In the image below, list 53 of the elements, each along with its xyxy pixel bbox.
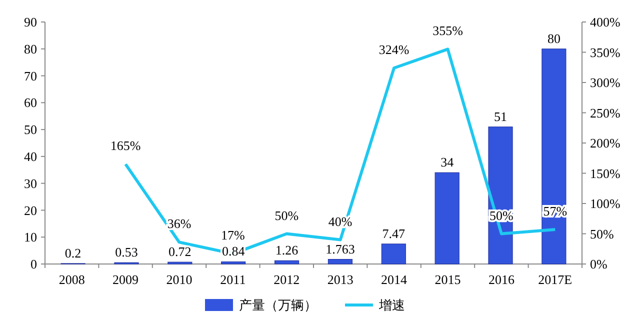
x-tick-label: 2013 <box>327 272 354 287</box>
y2-tick-label: 50% <box>590 226 614 242</box>
x-tick-label: 2009 <box>112 272 139 287</box>
bar <box>328 259 352 264</box>
y-tick-label: 20 <box>24 202 37 218</box>
y-tick-label: 0 <box>30 256 37 272</box>
data-label: 50% <box>490 208 514 223</box>
y-tick-label: 50 <box>24 122 37 138</box>
x-tick-label: 2011 <box>220 272 246 287</box>
data-label: 17% <box>221 228 246 243</box>
data-label: 0.53 <box>115 244 138 260</box>
y-tick-label: 30 <box>24 176 37 191</box>
y2-tick-label: 100% <box>590 196 620 212</box>
bar <box>381 244 406 264</box>
y2-tick-label: 250% <box>590 105 620 120</box>
y-tick-label: 60 <box>24 95 37 110</box>
y-tick-label: 90 <box>24 14 37 30</box>
bar <box>221 261 246 264</box>
x-tick-label: 2014 <box>381 272 408 287</box>
data-label: 0.72 <box>168 244 192 260</box>
data-label: 50% <box>274 208 299 223</box>
y-tick-label: 80 <box>24 41 37 56</box>
data-label: 0.2 <box>64 245 82 260</box>
x-tick-label: 2016 <box>488 272 515 287</box>
bar <box>542 48 566 264</box>
y-tick-label: 40 <box>24 148 37 164</box>
y2-tick-label: 350% <box>590 44 620 60</box>
legend-label: 增速 <box>378 298 405 313</box>
y-tick-label: 70 <box>24 68 37 84</box>
y2-tick-label: 200% <box>590 136 620 151</box>
data-label: 324% <box>378 42 410 57</box>
data-label: 165% <box>110 138 141 154</box>
data-label: 1.763 <box>326 241 355 256</box>
y2-tick-label: 400% <box>590 14 620 30</box>
y2-tick-label: 150% <box>590 166 620 181</box>
data-label: 34 <box>440 154 454 170</box>
data-label: 36% <box>167 216 192 232</box>
data-label: 1.26 <box>275 242 299 258</box>
bar <box>434 172 460 264</box>
data-label: 7.47 <box>382 226 406 241</box>
y-tick-label: 10 <box>24 230 37 245</box>
data-label: 80 <box>547 30 560 46</box>
y2-tick-label: 300% <box>590 75 620 90</box>
data-label: 355% <box>432 23 464 38</box>
x-tick-label: 2008 <box>58 272 85 287</box>
bar <box>274 260 300 264</box>
legend-label: 产量（万辆） <box>239 298 317 313</box>
x-tick-label: 2010 <box>166 272 192 287</box>
x-tick-label: 2015 <box>434 272 461 287</box>
x-tick-label: 2012 <box>274 272 300 287</box>
y2-tick-label: 0% <box>590 256 608 272</box>
data-label: 51 <box>494 108 508 124</box>
x-tick-label: 2017E <box>538 272 572 287</box>
